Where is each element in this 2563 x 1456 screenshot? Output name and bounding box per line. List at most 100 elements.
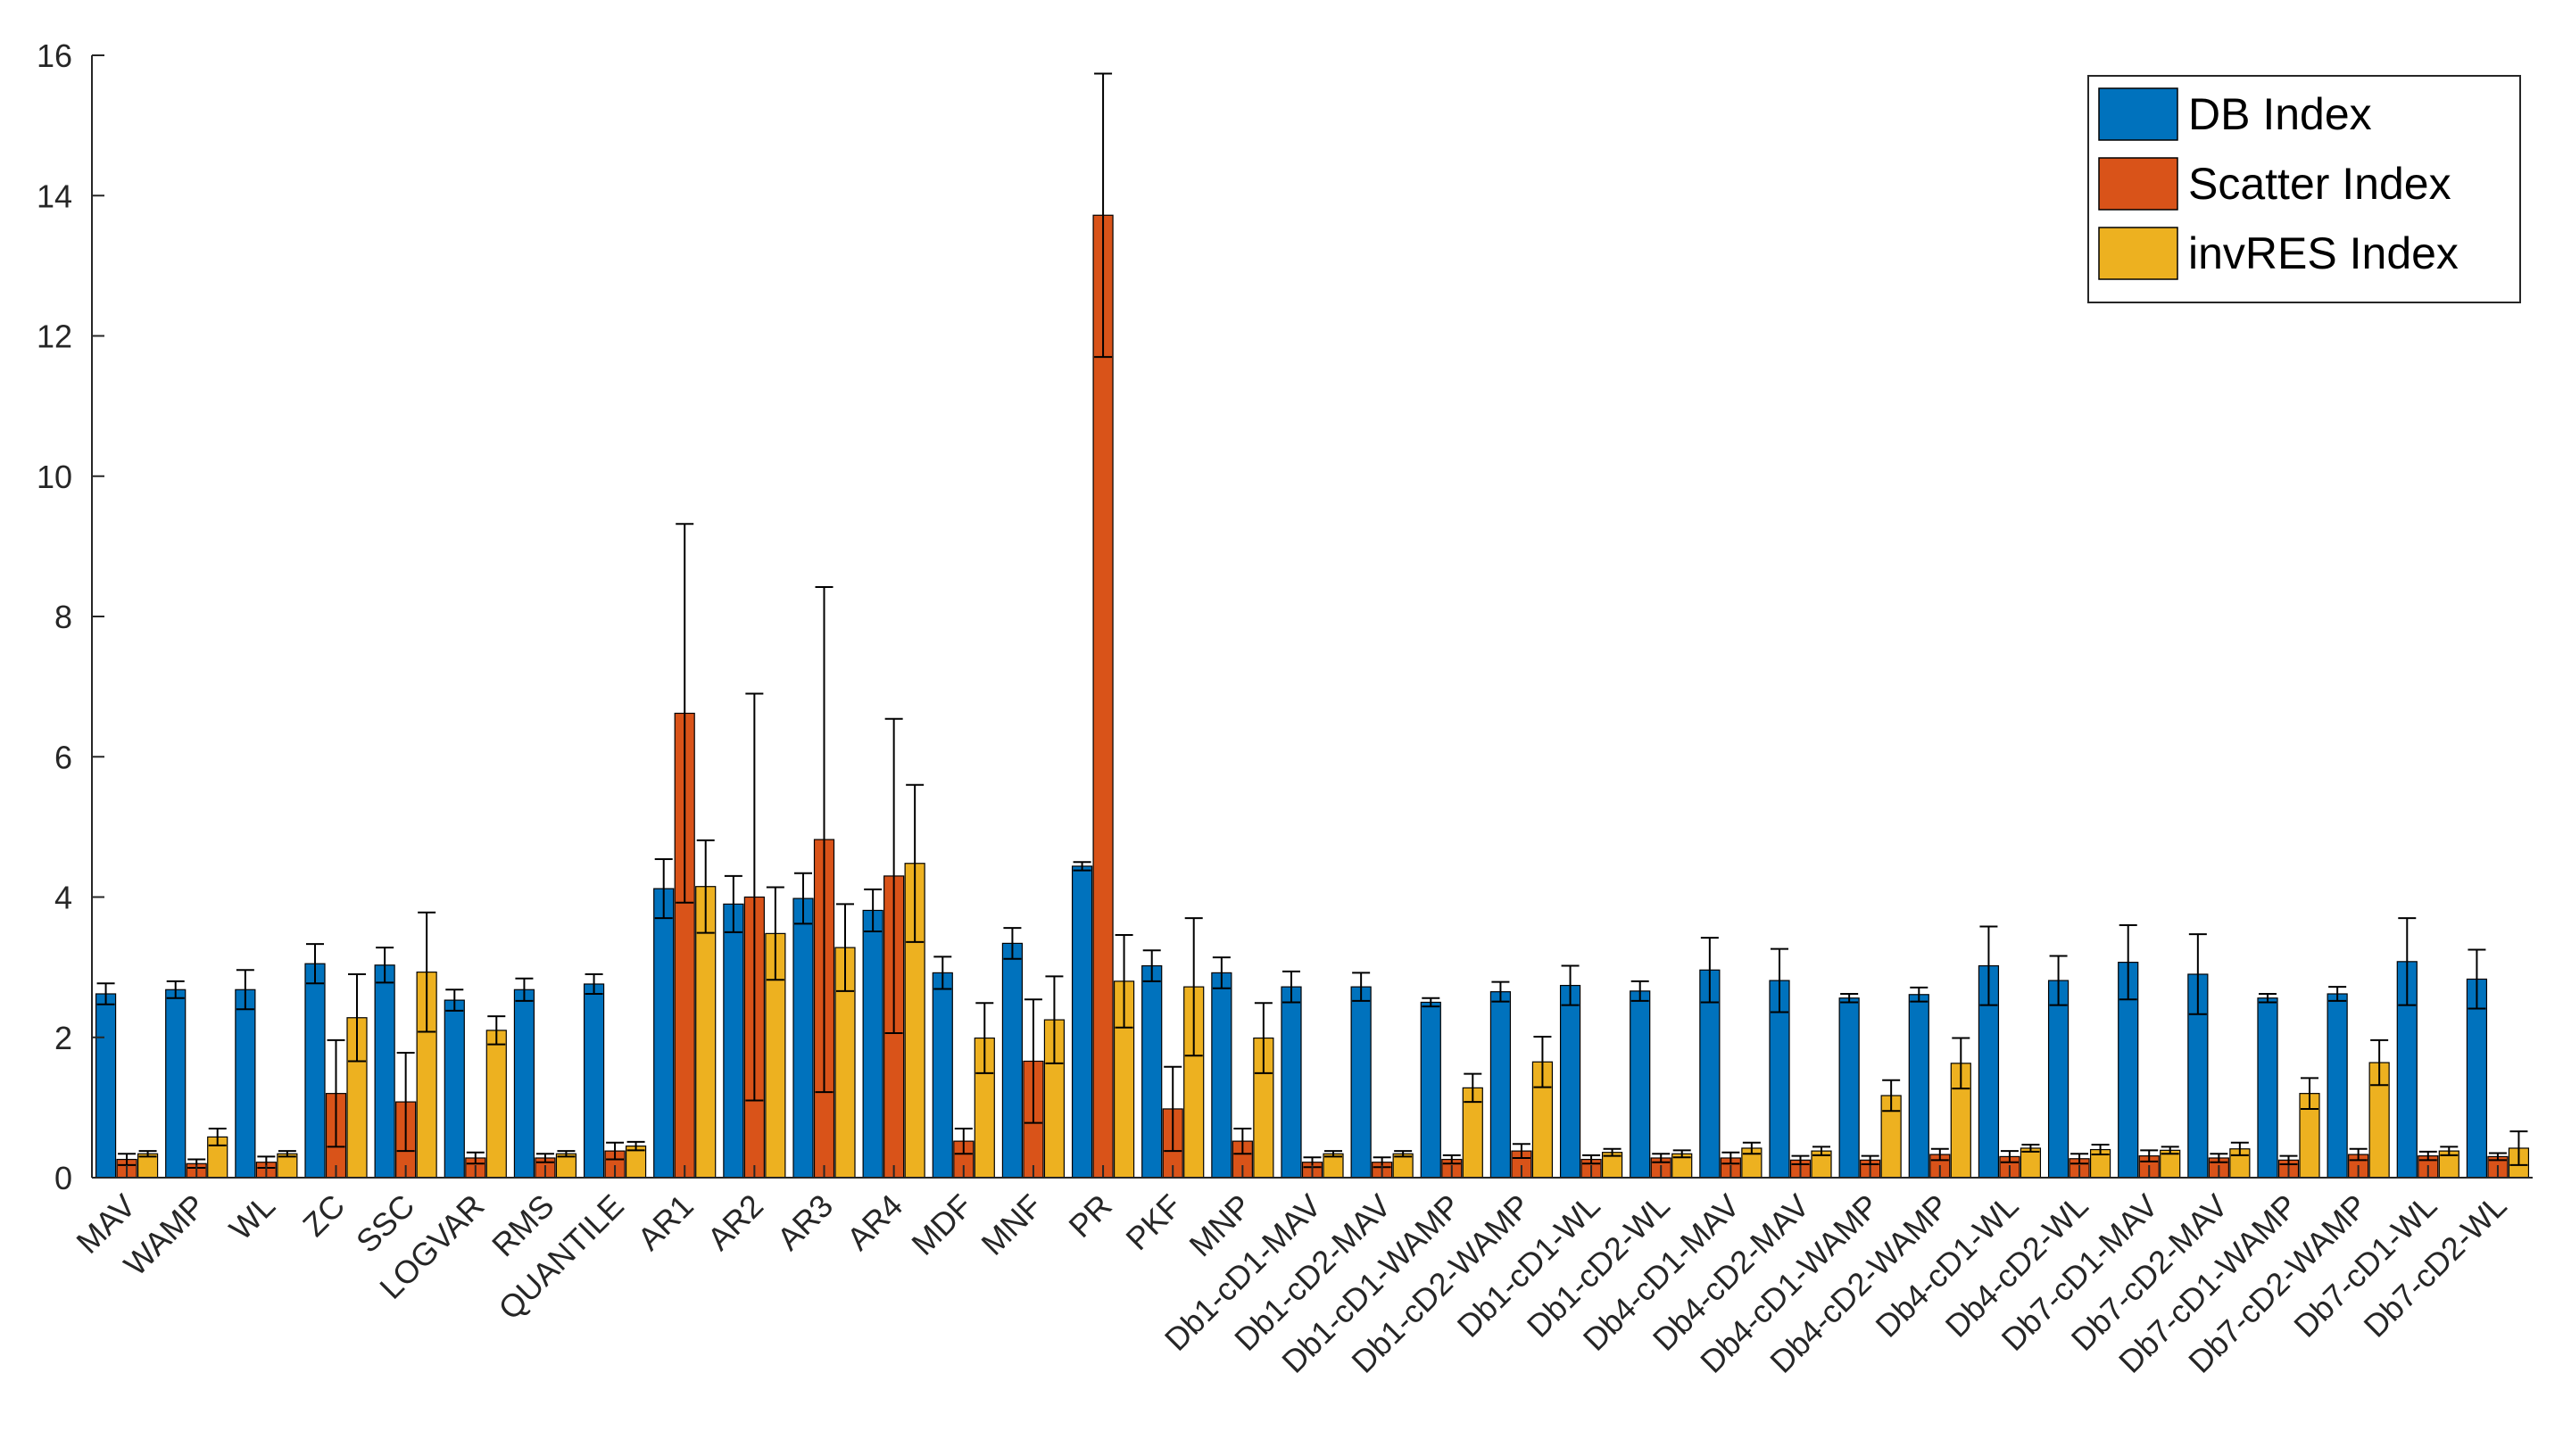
error-bar-db-index-ar2 bbox=[724, 874, 742, 933]
bar-scatter-index-pr bbox=[1092, 214, 1114, 1179]
error-bar-db-index-db7-cd2-mav bbox=[2188, 933, 2207, 1015]
error-bar-scatter-index-ar2 bbox=[745, 692, 764, 1102]
error-bar-scatter-index-mnp bbox=[1233, 1127, 1252, 1155]
error-bar-invres-index-db7-cd1-wl bbox=[2440, 1146, 2459, 1156]
error-bar-scatter-index-ar3 bbox=[815, 585, 834, 1094]
error-bar-scatter-index-mdf bbox=[954, 1127, 973, 1155]
error-bar-invres-index-db4-cd2-wl bbox=[2091, 1144, 2110, 1156]
y-tick-label: 14 bbox=[37, 178, 72, 214]
error-bar-invres-index-db4-cd2-wamp bbox=[1952, 1037, 1970, 1090]
bar-db-index-db1-cd2-mav bbox=[1350, 986, 1372, 1179]
bar-db-index-ar2 bbox=[723, 903, 744, 1179]
error-bar-invres-index-db1-cd2-wamp bbox=[1533, 1035, 1552, 1088]
error-bar-invres-index-ar3 bbox=[836, 903, 854, 992]
legend-swatch bbox=[2098, 157, 2178, 211]
legend-entry-db-index: DB Index bbox=[2098, 87, 2372, 141]
error-bar-scatter-index-rms bbox=[535, 1153, 554, 1163]
legend-label: DB Index bbox=[2188, 89, 2372, 139]
error-bar-invres-index-wl bbox=[278, 1150, 296, 1158]
error-bar-invres-index-db1-cd2-wl bbox=[1672, 1149, 1691, 1159]
error-bar-invres-index-db7-cd2-mav bbox=[2230, 1141, 2249, 1156]
error-bar-scatter-index-db7-cd1-wamp bbox=[2279, 1154, 2298, 1166]
error-bar-db-index-db1-cd2-wl bbox=[1630, 980, 1649, 1002]
bar-db-index-wamp bbox=[165, 989, 187, 1179]
error-bar-invres-index-db4-cd1-mav bbox=[1742, 1141, 1761, 1155]
error-bar-db-index-wl bbox=[236, 969, 254, 1011]
error-bar-db-index-db1-cd2-wamp bbox=[1491, 980, 1510, 1003]
bar-db-index-ar1 bbox=[653, 888, 675, 1179]
error-bar-db-index-ar4 bbox=[864, 888, 883, 933]
error-bar-scatter-index-db4-cd1-wamp bbox=[1861, 1154, 1879, 1166]
error-bar-invres-index-quantile bbox=[626, 1140, 645, 1152]
error-bar-invres-index-db1-cd1-mav bbox=[1324, 1150, 1342, 1158]
error-bar-db-index-quantile bbox=[585, 972, 603, 996]
error-bar-scatter-index-pkf bbox=[1164, 1065, 1182, 1153]
error-bar-scatter-index-ar4 bbox=[884, 717, 903, 1035]
error-bar-invres-index-pr bbox=[1115, 933, 1133, 1029]
y-tick-label: 16 bbox=[37, 37, 72, 74]
error-bar-invres-index-ar4 bbox=[906, 783, 925, 943]
error-bar-scatter-index-db4-cd2-wl bbox=[2070, 1153, 2089, 1165]
error-bar-invres-index-zc bbox=[348, 972, 366, 1063]
error-bar-db-index-pr bbox=[1073, 861, 1091, 872]
legend-entry-invres-index: invRES Index bbox=[2098, 227, 2459, 280]
error-bar-scatter-index-ssc bbox=[396, 1052, 415, 1153]
bar-db-index-ar3 bbox=[792, 898, 814, 1179]
error-bar-scatter-index-zc bbox=[327, 1038, 345, 1148]
bar-db-index-db4-cd2-wl bbox=[2047, 980, 2069, 1179]
bar-invres-index-db4-cd1-wl bbox=[2020, 1147, 2042, 1179]
bar-db-index-db4-cd2-wamp bbox=[1908, 994, 1929, 1179]
error-bar-scatter-index-db7-cd1-wl bbox=[2418, 1150, 2437, 1162]
y-tick-label: 12 bbox=[37, 318, 72, 355]
error-bar-db-index-db1-cd1-wamp bbox=[1422, 997, 1440, 1008]
error-bar-invres-index-db4-cd1-wamp bbox=[1882, 1079, 1901, 1113]
error-bar-invres-index-db7-cd2-wl bbox=[2509, 1130, 2528, 1166]
error-bar-scatter-index-db1-cd2-wamp bbox=[1512, 1143, 1530, 1159]
error-bar-db-index-db4-cd2-wl bbox=[2049, 955, 2068, 1006]
bar-db-index-ar4 bbox=[862, 909, 883, 1179]
error-bar-invres-index-mnp bbox=[1254, 1002, 1273, 1074]
error-bar-db-index-zc bbox=[306, 943, 324, 985]
error-bar-invres-index-ar2 bbox=[766, 886, 784, 981]
bar-db-index-quantile bbox=[583, 983, 605, 1179]
bar-db-index-mav bbox=[95, 993, 117, 1179]
error-bar-db-index-db4-cd1-wamp bbox=[1840, 993, 1859, 1004]
error-bar-db-index-db1-cd1-wl bbox=[1561, 964, 1580, 1006]
error-bar-scatter-index-mav bbox=[118, 1153, 137, 1166]
error-bar-invres-index-ssc bbox=[418, 911, 436, 1033]
error-bar-db-index-db4-cd1-wl bbox=[1979, 925, 1998, 1006]
error-bar-scatter-index-mnf bbox=[1024, 998, 1042, 1124]
error-bar-db-index-db1-cd1-mav bbox=[1282, 970, 1300, 1004]
error-bar-scatter-index-db7-cd2-mav bbox=[2210, 1153, 2228, 1163]
error-bar-scatter-index-db4-cd1-wl bbox=[2000, 1150, 2019, 1163]
error-bar-scatter-index-db4-cd2-mav bbox=[1791, 1154, 1810, 1166]
bar-db-index-db1-cd1-mav bbox=[1281, 986, 1302, 1179]
bar-db-index-db1-cd1-wamp bbox=[1420, 1001, 1441, 1179]
error-bar-invres-index-logvar bbox=[487, 1015, 506, 1046]
bar-invres-index-logvar bbox=[485, 1030, 507, 1179]
error-bar-db-index-ssc bbox=[376, 947, 394, 984]
bar-db-index-ssc bbox=[374, 964, 395, 1179]
error-bar-db-index-ar1 bbox=[654, 858, 673, 920]
y-tick-label: 2 bbox=[54, 1020, 72, 1056]
error-bar-scatter-index-quantile bbox=[606, 1141, 625, 1161]
error-bar-invres-index-db1-cd2-mav bbox=[1394, 1150, 1413, 1158]
legend-swatch bbox=[2098, 87, 2178, 141]
bar-db-index-mdf bbox=[932, 972, 953, 1179]
bar-db-index-wl bbox=[235, 989, 256, 1179]
bar-db-index-mnp bbox=[1211, 972, 1232, 1179]
bar-db-index-pr bbox=[1071, 865, 1093, 1179]
legend-entry-scatter-index: Scatter Index bbox=[2098, 157, 2451, 211]
error-bar-scatter-index-db4-cd2-wamp bbox=[1930, 1147, 1949, 1162]
legend-label: invRES Index bbox=[2188, 228, 2459, 278]
error-bar-db-index-db7-cd2-wl bbox=[2468, 948, 2486, 1010]
bar-db-index-logvar bbox=[444, 999, 465, 1179]
error-bar-invres-index-pkf bbox=[1184, 917, 1203, 1057]
error-bar-scatter-index-logvar bbox=[466, 1151, 485, 1165]
error-bar-invres-index-rms bbox=[557, 1150, 576, 1158]
error-bar-scatter-index-ar1 bbox=[676, 523, 694, 904]
error-bar-invres-index-db1-cd1-wamp bbox=[1464, 1072, 1482, 1104]
error-bar-scatter-index-db7-cd1-mav bbox=[2140, 1149, 2159, 1162]
y-tick-label: 10 bbox=[37, 459, 72, 495]
error-bar-scatter-index-db1-cd1-wl bbox=[1582, 1154, 1601, 1165]
